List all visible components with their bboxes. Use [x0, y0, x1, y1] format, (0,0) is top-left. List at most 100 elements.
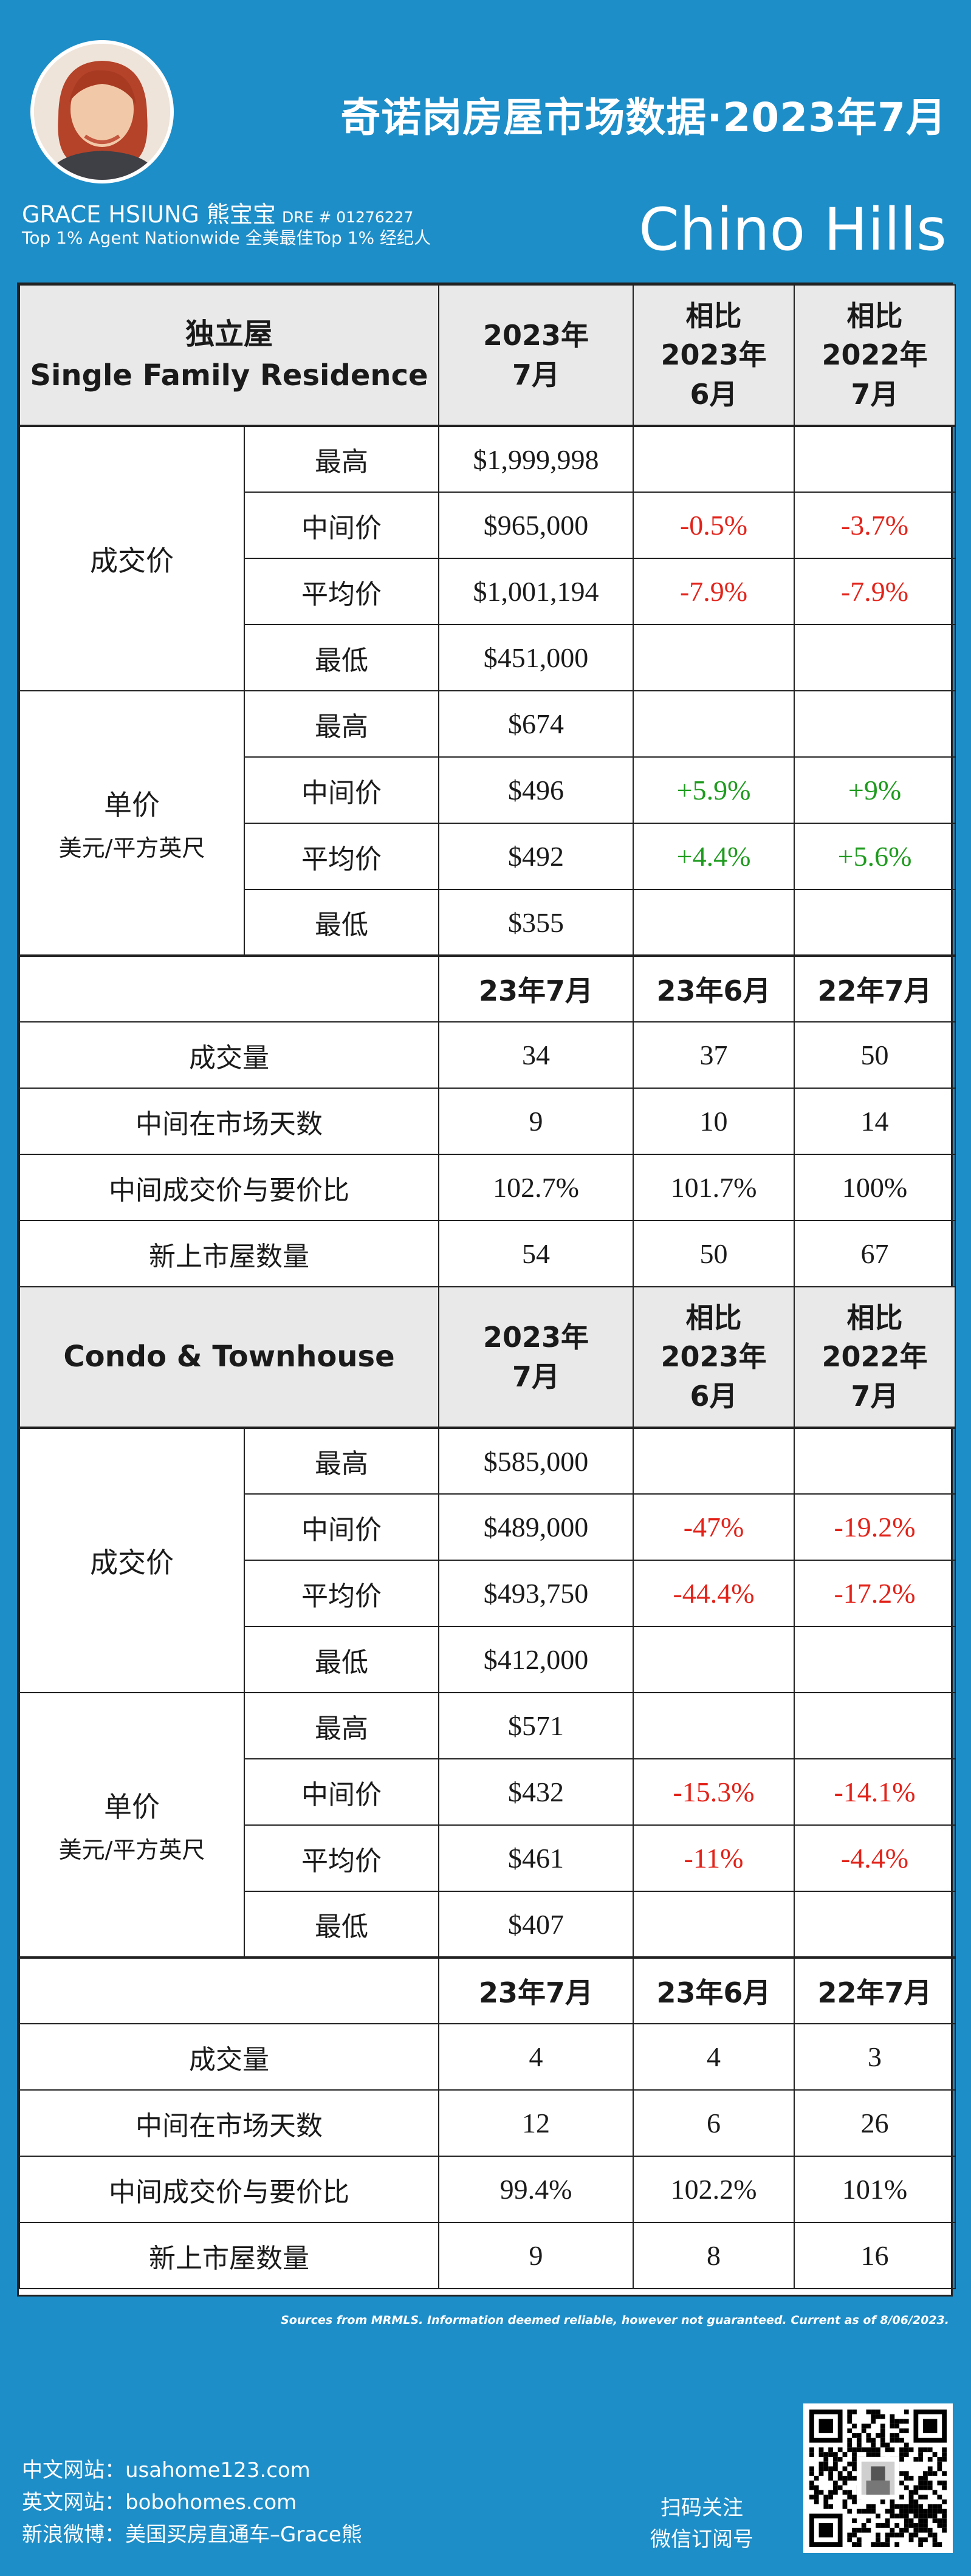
agent-photo-image	[34, 44, 170, 180]
stats-jun23: 50	[633, 1220, 795, 1287]
stats-label: 新上市屋数量	[18, 1220, 440, 1287]
stats-jul22: 100%	[794, 1154, 956, 1221]
property-type-cell: 独立屋 Single Family Residence	[18, 284, 440, 427]
price-per-sqft-unit: 美元/平方英尺	[58, 1837, 205, 1863]
property-type-cn: 独立屋	[185, 317, 273, 352]
header-line: 2023年	[660, 1340, 767, 1374]
mom-change	[633, 1427, 795, 1495]
sale-price-row: 中间价 $965,000 -0.5% -3.7%	[19, 492, 956, 559]
sale-price-row: 平均价 $1,001,194 -7.9% -7.9%	[19, 558, 956, 625]
metric-value: $412,000	[438, 1626, 634, 1693]
stats-jun23: 10	[633, 1088, 795, 1155]
stats-jul23: 99.4%	[438, 2156, 634, 2223]
stats-jul23: 34	[438, 1021, 634, 1089]
yoy-change: +9%	[794, 756, 956, 824]
metric-label: 最高	[243, 690, 440, 758]
sale-price-label: 成交价	[90, 1546, 174, 1579]
price-per-sqft-row: 单价 美元/平方英尺 最高 $571	[19, 1692, 956, 1958]
stats-period-header: 23年6月	[633, 954, 795, 1023]
yoy-change: -19.2%	[794, 1493, 956, 1561]
price-per-sqft-row: 中间价 $432 -15.3% -14.1%	[19, 1758, 956, 1826]
metric-value: $1,999,998	[438, 425, 634, 493]
metric-value: $451,000	[438, 624, 634, 691]
metric-value: $489,000	[438, 1493, 634, 1561]
qr-label-line2: 微信订阅号	[650, 2527, 753, 2552]
mom-change: +5.9%	[633, 756, 795, 824]
stats-label: 中间在市场天数	[18, 1088, 440, 1155]
yoy-change: +5.6%	[794, 823, 956, 890]
stats-jun23: 4	[633, 2023, 795, 2091]
agent-tagline: Top 1% Agent Nationwide 全美最佳Top 1% 经纪人	[22, 228, 431, 248]
metric-label: 最高	[243, 1692, 440, 1759]
weibo-link[interactable]: 新浪微博：美国买房直通车–Grace熊	[22, 2523, 362, 2547]
yoy-change	[794, 1427, 956, 1495]
yoy-change: -7.9%	[794, 558, 956, 625]
stats-jul22: 3	[794, 2023, 956, 2091]
period-header: 2023年 7月	[438, 1286, 634, 1429]
sale-price-row: 最低 $412,000	[19, 1626, 956, 1693]
stats-jul23: 9	[438, 2222, 634, 2289]
yoy-change	[794, 1626, 956, 1693]
stats-header-row: 23年7月 23年6月 22年7月	[18, 954, 956, 1023]
metric-value: $1,001,194	[438, 558, 634, 625]
stats-header-row: 23年7月 23年6月 22年7月	[18, 1956, 956, 2024]
stats-period-header: 23年6月	[633, 1956, 795, 2024]
metric-label: 平均价	[243, 558, 440, 625]
qr-code-icon[interactable]	[803, 2403, 953, 2553]
stats-row: 新上市屋数量 54 50 67	[18, 1220, 956, 1287]
header-line: 相比	[685, 299, 742, 332]
metric-value: $571	[438, 1692, 634, 1759]
mom-change	[633, 889, 795, 956]
price-per-sqft-group-label: 单价 美元/平方英尺	[19, 1692, 245, 1958]
condo-header-row: Condo & Townhouse 2023年 7月 相比 2023年 6月 相比 2022年…	[18, 1286, 956, 1429]
sfr-header-row: 独立屋 Single Family Residence 2023年 7月 相比 2023年…	[18, 284, 956, 427]
stats-label: 中间成交价与要价比	[18, 2156, 440, 2223]
header-line: 2022年	[822, 1340, 928, 1374]
price-per-sqft-row: 平均价 $492 +4.4% +5.6%	[19, 823, 956, 890]
stats-period-header: 22年7月	[794, 954, 956, 1023]
stats-jun23: 6	[633, 2089, 795, 2157]
header: 奇诺岗房屋市场数据·2023年7月 GRACE HSIUNG 熊宝宝 DRE # …	[0, 0, 971, 283]
mom-change: +4.4%	[633, 823, 795, 890]
header-line: 2023年	[483, 319, 589, 352]
mom-change: -44.4%	[633, 1560, 795, 1627]
mom-change	[633, 425, 795, 493]
header-line: 6月	[690, 1379, 738, 1413]
header-line: 7月	[512, 1360, 560, 1393]
metric-value: $496	[438, 756, 634, 824]
cn-website-link[interactable]: 中文网站：usahome123.com	[22, 2458, 311, 2482]
property-type-en: Condo & Townhouse	[63, 1339, 395, 1374]
yoy-change: -14.1%	[794, 1758, 956, 1826]
stats-row: 中间成交价与要价比 99.4% 102.2% 101%	[18, 2156, 956, 2223]
en-website-link[interactable]: 英文网站：bobohomes.com	[22, 2490, 297, 2515]
stats-jun23: 102.2%	[633, 2156, 795, 2223]
sale-price-row: 中间价 $489,000 -47% -19.2%	[19, 1493, 956, 1561]
price-per-sqft-row: 单价 美元/平方英尺 最高 $674	[19, 690, 956, 956]
sale-price-row: 平均价 $493,750 -44.4% -17.2%	[19, 1560, 956, 1627]
mom-change	[633, 690, 795, 758]
metric-label: 最高	[243, 1427, 440, 1495]
mom-change: -15.3%	[633, 1758, 795, 1826]
price-per-sqft-label: 单价	[104, 789, 160, 821]
mom-change	[633, 1891, 795, 1958]
stats-period-header: 23年7月	[438, 1956, 634, 2024]
price-per-sqft-row: 最低 $355	[19, 889, 956, 956]
metric-label: 最低	[243, 889, 440, 956]
header-line: 6月	[690, 377, 738, 411]
header-line: 2023年	[660, 338, 767, 372]
sale-price-row: 成交价 最高 $585,000	[19, 1427, 956, 1693]
metric-label: 最低	[243, 624, 440, 691]
metric-label: 最高	[243, 425, 440, 493]
metric-label: 中间价	[243, 756, 440, 824]
header-line: 7月	[851, 377, 899, 411]
stats-period-header: 22年7月	[794, 1956, 956, 2024]
qr-label: 扫码关注 微信订阅号	[644, 2492, 760, 2555]
sale-price-group-label: 成交价	[19, 1427, 245, 1693]
stats-jun23: 101.7%	[633, 1154, 795, 1221]
metric-value: $674	[438, 690, 634, 758]
yoy-change	[794, 690, 956, 758]
stats-jul23: 9	[438, 1088, 634, 1155]
stats-jul23: 54	[438, 1220, 634, 1287]
stats-label: 成交量	[18, 2023, 440, 2091]
vs-2022-header: 相比 2022年 7月	[794, 1286, 956, 1429]
